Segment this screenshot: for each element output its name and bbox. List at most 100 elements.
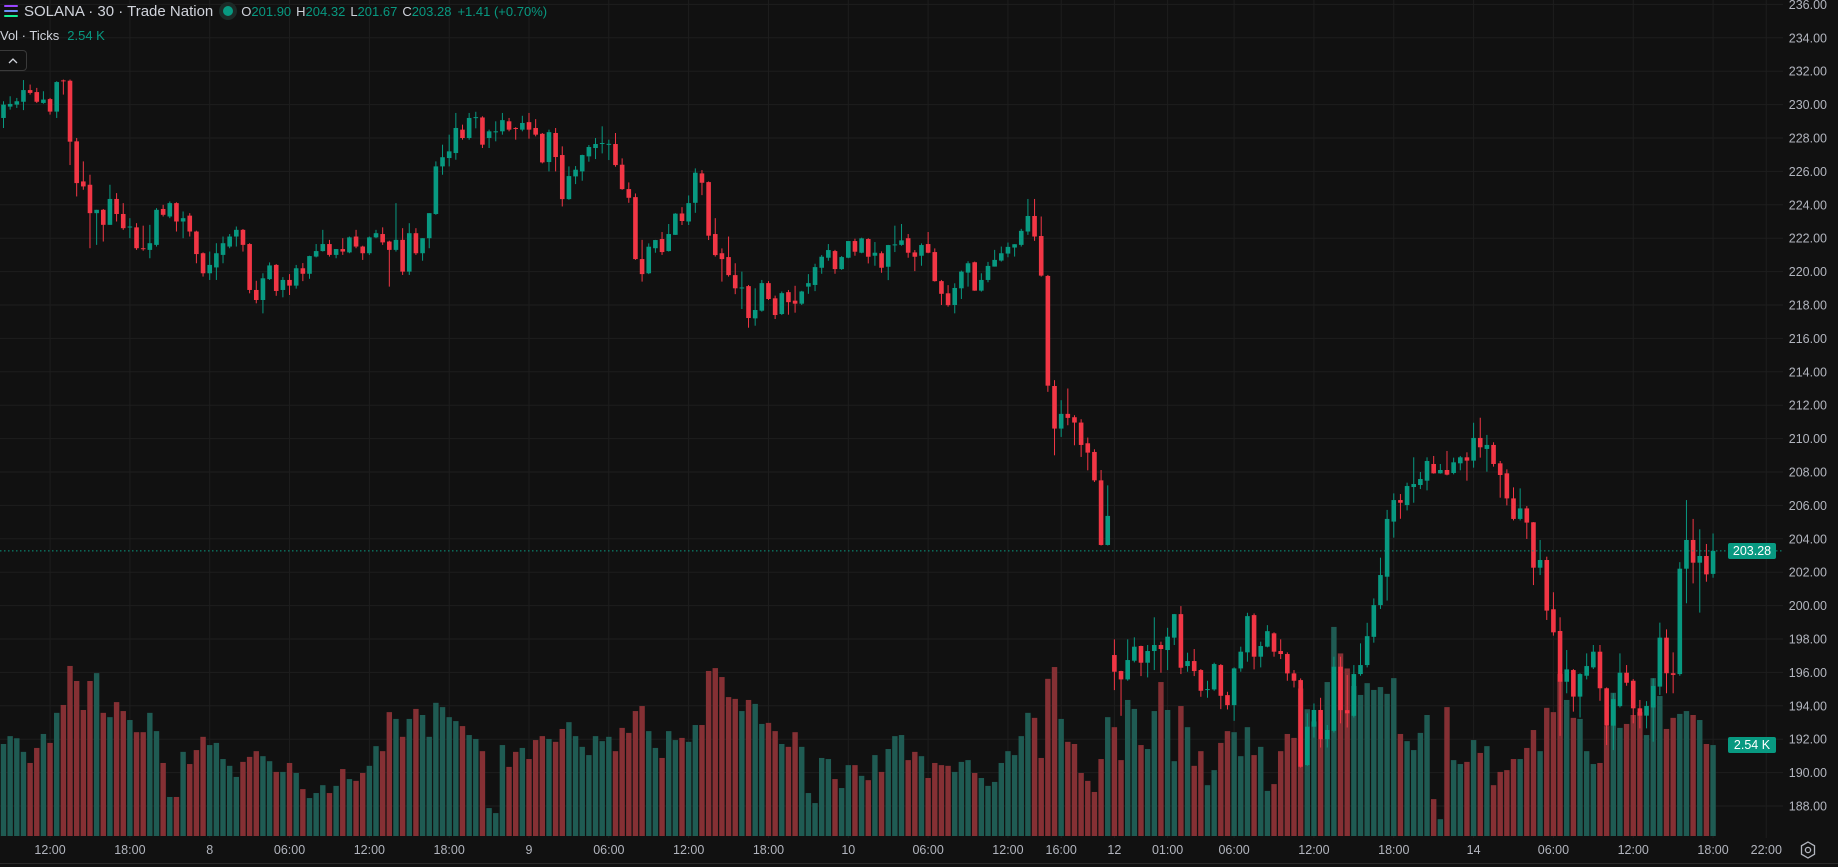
candle-up	[979, 279, 984, 291]
chart-settings-button[interactable]	[1798, 840, 1818, 860]
candle-up	[493, 131, 499, 133]
candle-up	[1145, 651, 1150, 663]
change-value: +1.41 (+0.70%)	[457, 3, 548, 19]
candle-up	[41, 99, 46, 103]
volume-bar	[666, 731, 672, 836]
candle-up	[1025, 215, 1031, 232]
volume-bar	[772, 731, 778, 836]
candle-up	[220, 243, 226, 255]
candle-up	[872, 252, 878, 256]
candle-up	[260, 278, 266, 300]
symbol-title[interactable]: SOLANA · 30 · Trade Nation	[24, 2, 214, 20]
candle-down	[792, 300, 798, 304]
candle-up	[1418, 479, 1423, 486]
candle-up	[826, 250, 831, 258]
volume-bar	[1231, 732, 1237, 836]
volume-bar	[559, 728, 565, 836]
volume-bar	[825, 759, 832, 836]
volume-bar	[932, 762, 938, 836]
volume-bar	[47, 742, 53, 836]
volume-bar	[1643, 735, 1650, 836]
volume-bar	[1151, 711, 1157, 836]
collapse-legend-button[interactable]	[0, 50, 27, 71]
candle-up	[666, 234, 671, 252]
volume-bar	[379, 751, 386, 836]
volume-bar	[1171, 761, 1177, 836]
candle-up	[1151, 645, 1157, 652]
candle-up	[1471, 437, 1476, 461]
candle-up	[307, 256, 312, 274]
volume-bar	[818, 757, 825, 836]
volume-bar	[785, 746, 792, 836]
candle-down	[540, 133, 545, 163]
candle-up	[806, 283, 811, 287]
time-tick-label: 12:00	[34, 843, 65, 857]
candle-down	[1551, 609, 1556, 633]
price-tick-label: 198.00	[1789, 633, 1827, 647]
volume-bar	[812, 803, 818, 836]
candle-up	[1378, 575, 1383, 606]
volume-bar	[898, 735, 905, 836]
candle-up	[466, 117, 472, 138]
price-axis[interactable]: 236.00 234.00 232.00 230.00 228.00 226.00 224.…	[1789, 0, 1827, 814]
candle-down	[1597, 651, 1603, 689]
volume-bar	[1430, 799, 1437, 836]
time-tick-label: 06:00	[274, 843, 305, 857]
candle-down	[1225, 695, 1230, 706]
candle-down	[1338, 666, 1343, 711]
volume-bar	[799, 746, 805, 836]
volume-label[interactable]: Vol · Ticks	[0, 27, 60, 43]
candle-down	[699, 173, 705, 183]
volume-bar	[1577, 718, 1583, 836]
volume-bar	[1457, 764, 1463, 836]
candle-down	[613, 144, 618, 166]
volume-bar	[526, 759, 532, 836]
volume-bar	[586, 755, 592, 836]
volume-bar	[240, 761, 246, 836]
volume-bar	[918, 756, 925, 836]
candle-down	[1112, 655, 1117, 672]
volume-bar	[1411, 750, 1417, 836]
candle-up	[992, 259, 997, 267]
candle-down	[1544, 560, 1550, 611]
volume-bar	[971, 772, 978, 836]
candle-up	[347, 237, 352, 253]
candle-up	[1584, 666, 1589, 676]
candle-up	[586, 147, 592, 157]
candle-up	[320, 244, 326, 252]
volume-bar	[659, 757, 665, 836]
volume-bar	[167, 796, 173, 836]
volume-bar	[1238, 756, 1244, 836]
high-value: 204.32	[305, 3, 346, 19]
volume-bar	[1583, 751, 1590, 836]
candle-down	[114, 198, 119, 214]
candles	[1, 79, 1716, 768]
volume-bar	[1650, 678, 1656, 836]
candle-down	[1344, 710, 1350, 714]
candle-down	[633, 197, 638, 260]
candle-down	[120, 213, 126, 229]
price-tick-label: 212.00	[1789, 399, 1827, 413]
candle-up	[839, 257, 844, 270]
volume-bar	[1371, 689, 1377, 836]
volume-bar	[1417, 732, 1424, 836]
candle-up	[127, 226, 133, 228]
candle-up	[1238, 651, 1244, 669]
candle-down	[400, 239, 405, 272]
candle-up	[1171, 614, 1177, 638]
volume-bar	[1590, 764, 1597, 836]
volume-bar	[293, 772, 299, 836]
time-tick-label: 12:00	[1298, 843, 1329, 857]
candle-up	[653, 240, 658, 249]
time-axis[interactable]: 12:00 18:00 8 06:00 12:00 18:00 9 06:00 12:00 18:…	[34, 843, 1782, 857]
candle-up	[54, 82, 60, 112]
volume-bar	[1324, 682, 1330, 836]
volume-bar	[1351, 685, 1357, 836]
volume-bar	[599, 741, 605, 836]
candle-up	[1125, 660, 1130, 680]
volume-bar	[0, 743, 7, 836]
candle-up	[1364, 636, 1370, 666]
candle-down	[273, 264, 279, 291]
candle-down	[865, 239, 871, 257]
